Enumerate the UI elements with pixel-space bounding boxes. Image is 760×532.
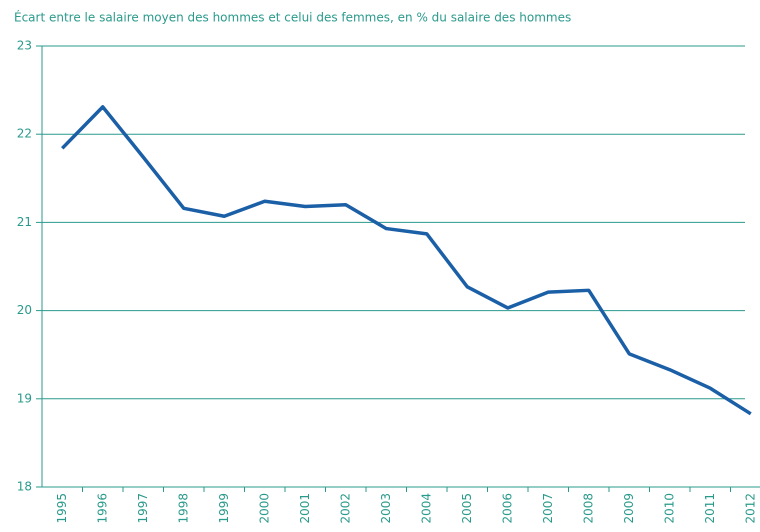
y-tick-label: 20 (17, 303, 32, 317)
x-tick-label: 2001 (298, 493, 312, 524)
x-tick-label: 2009 (622, 493, 636, 524)
x-tick-label: 2006 (500, 493, 514, 524)
x-tick-label: 1995 (55, 493, 69, 524)
data-line (60, 105, 752, 416)
x-tick-label: 2012 (743, 493, 757, 524)
x-tick-label: 1997 (136, 493, 150, 524)
x-tick-label: 2005 (460, 493, 474, 524)
x-tick-label: 1999 (217, 493, 231, 524)
y-tick-label: 22 (17, 127, 32, 141)
chart-title: Écart entre le salaire moyen des hommes … (14, 10, 571, 25)
x-tick-label: 2010 (662, 493, 676, 524)
x-tick-label: 2000 (257, 493, 271, 524)
y-tick-label: 21 (17, 215, 32, 229)
y-tick-label: 23 (17, 39, 32, 53)
x-tick-label: 2003 (379, 493, 393, 524)
x-tick-label: 1996 (95, 493, 109, 524)
x-tick-label: 1998 (176, 493, 190, 524)
y-tick-label: 19 (17, 391, 32, 405)
x-tick-label: 2007 (541, 493, 555, 524)
x-tick-label: 2011 (703, 493, 717, 524)
y-tick-label: 18 (17, 480, 32, 494)
x-tick-label: 2004 (419, 493, 433, 524)
x-tick-label: 2008 (581, 493, 595, 524)
x-tick-label: 2002 (338, 493, 352, 524)
